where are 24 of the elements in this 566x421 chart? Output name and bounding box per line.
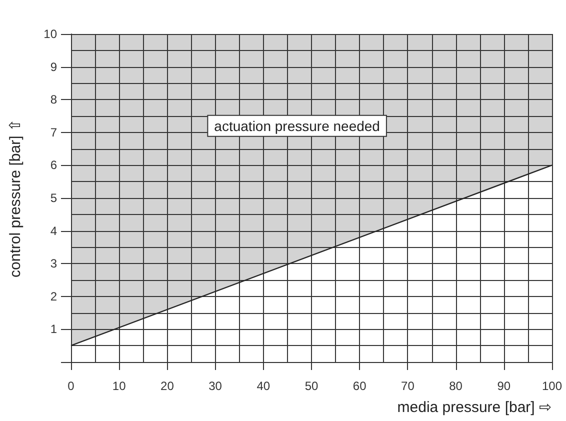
- y-tick-label: 1: [50, 322, 58, 336]
- x-tick-label: 30: [208, 379, 222, 393]
- x-axis-title: media pressure [bar] ⇨: [397, 399, 552, 416]
- y-tick-label: 7: [50, 125, 58, 140]
- x-tick-label: 20: [160, 379, 174, 393]
- x-tick-label: 100: [542, 379, 562, 393]
- y-tick-label: 6: [50, 158, 58, 172]
- y-tick-label: 2: [50, 289, 58, 304]
- y-tick-label: 9: [50, 60, 58, 74]
- annotation: actuation pressure needed: [214, 118, 380, 134]
- x-tick-label: 90: [497, 379, 511, 393]
- x-tick-label: 70: [401, 379, 415, 393]
- x-tick-label: 10: [112, 379, 126, 393]
- x-tick-label: 50: [304, 379, 318, 393]
- y-tick-label: 5: [50, 191, 58, 205]
- x-tick-label: 80: [449, 379, 463, 393]
- y-axis-title: control pressure [bar] ⇧: [7, 118, 24, 278]
- x-tick-label: 0: [68, 379, 75, 393]
- y-tick-label: 10: [44, 27, 58, 41]
- y-tick-label: 8: [50, 92, 58, 107]
- y-tick-label: 3: [50, 256, 58, 271]
- y-tick-label: 4: [50, 224, 58, 238]
- x-tick-label: 40: [256, 379, 270, 393]
- x-tick-label: 60: [352, 379, 367, 393]
